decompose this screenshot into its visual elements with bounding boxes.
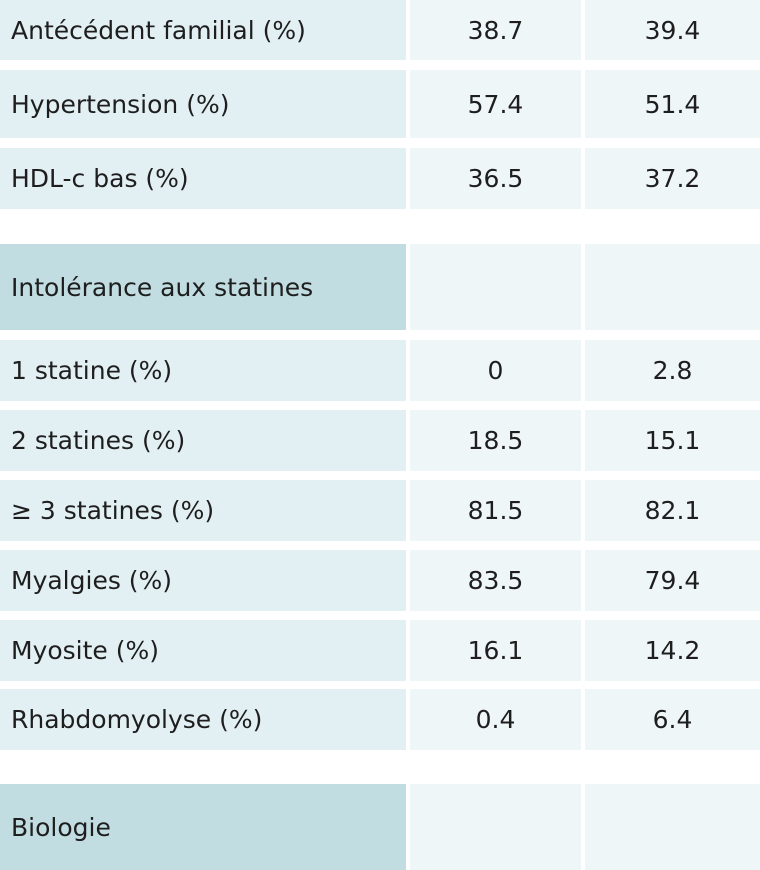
section-title: Biologie bbox=[0, 784, 406, 870]
section-empty-cell bbox=[585, 244, 760, 330]
section-empty-cell bbox=[410, 244, 581, 330]
section-title: Intolérance aux statines bbox=[0, 244, 406, 330]
row-value-2: 6.4 bbox=[585, 689, 760, 750]
row-value-1: 57.4 bbox=[410, 70, 581, 138]
row-value-1: 0 bbox=[410, 340, 581, 401]
row-value-1: 36.5 bbox=[410, 148, 581, 209]
row-value-1: 0.4 bbox=[410, 689, 581, 750]
row-value-2: 2.8 bbox=[585, 340, 760, 401]
row-value-1: 83.5 bbox=[410, 550, 581, 611]
row-label: Rhabdomyolyse (%) bbox=[0, 689, 406, 750]
row-value-2: 79.4 bbox=[585, 550, 760, 611]
row-value-1: 81.5 bbox=[410, 480, 581, 541]
row-label: Hypertension (%) bbox=[0, 70, 406, 138]
row-label: 2 statines (%) bbox=[0, 410, 406, 471]
row-label: ≥ 3 statines (%) bbox=[0, 480, 406, 541]
row-label: Myosite (%) bbox=[0, 620, 406, 681]
row-value-2: 15.1 bbox=[585, 410, 760, 471]
row-value-2: 37.2 bbox=[585, 148, 760, 209]
row-value-1: 16.1 bbox=[410, 620, 581, 681]
row-value-2: 51.4 bbox=[585, 70, 760, 138]
row-label: Antécédent familial (%) bbox=[0, 0, 406, 60]
row-value-2: 14.2 bbox=[585, 620, 760, 681]
row-value-1: 38.7 bbox=[410, 0, 581, 60]
row-label: Myalgies (%) bbox=[0, 550, 406, 611]
row-label: 1 statine (%) bbox=[0, 340, 406, 401]
row-value-1: 18.5 bbox=[410, 410, 581, 471]
row-value-2: 39.4 bbox=[585, 0, 760, 60]
row-value-2: 82.1 bbox=[585, 480, 760, 541]
section-empty-cell bbox=[410, 784, 581, 870]
section-empty-cell bbox=[585, 784, 760, 870]
row-label: HDL-c bas (%) bbox=[0, 148, 406, 209]
